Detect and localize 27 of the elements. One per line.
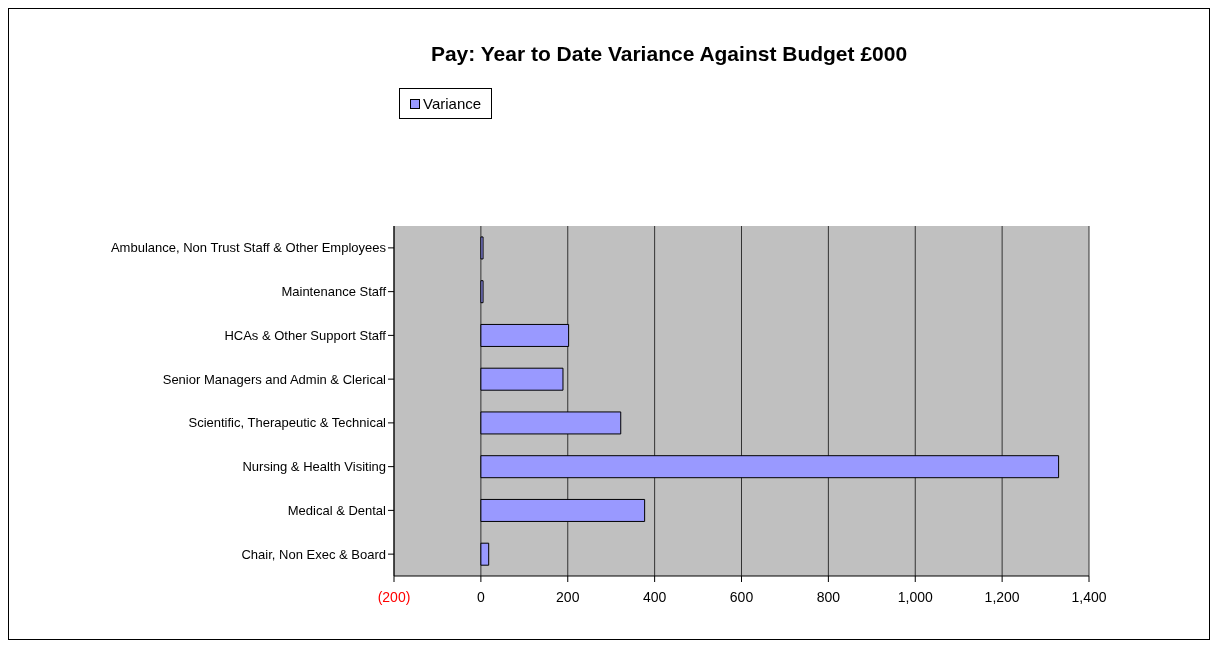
x-tick-label: 400 <box>642 589 667 605</box>
text: 1,400 <box>1071 589 1107 605</box>
bar <box>480 236 484 260</box>
bar <box>480 498 646 522</box>
y-tick-label: Medical & Dental <box>287 502 387 518</box>
x-tick-label: 800 <box>816 589 841 605</box>
bar <box>480 542 490 566</box>
bar <box>480 455 1060 479</box>
bar <box>480 323 570 347</box>
y-tick-label: Scientific, Therapeutic & Technical <box>188 415 387 431</box>
text: 1,000 <box>897 589 933 605</box>
y-tick-label: Chair, Non Exec & Board <box>241 546 386 562</box>
bar <box>480 280 484 304</box>
x-tick-label: 200 <box>556 589 580 605</box>
y-tick-label: Nursing & Health Visiting <box>242 459 386 475</box>
x-tick-label: 600 <box>729 589 754 605</box>
y-tick-label: Ambulance, Non Trust Staff & Other Employees <box>110 240 387 256</box>
chart-title: Pay: Year to Date Variance Against Budget £000 <box>429 41 909 66</box>
legend-label: Variance <box>422 95 482 112</box>
x-tick-label: (200) <box>377 589 411 605</box>
y-tick-label: Senior Managers and Admin & Clerical <box>162 371 387 387</box>
bar <box>480 367 564 391</box>
y-tick-label: Maintenance Staff <box>281 284 387 300</box>
text: 1,200 <box>984 589 1020 605</box>
y-tick-label: HCAs & Other Support Staff <box>224 327 387 343</box>
bar <box>480 411 622 435</box>
x-tick-label: 0 <box>476 589 485 605</box>
